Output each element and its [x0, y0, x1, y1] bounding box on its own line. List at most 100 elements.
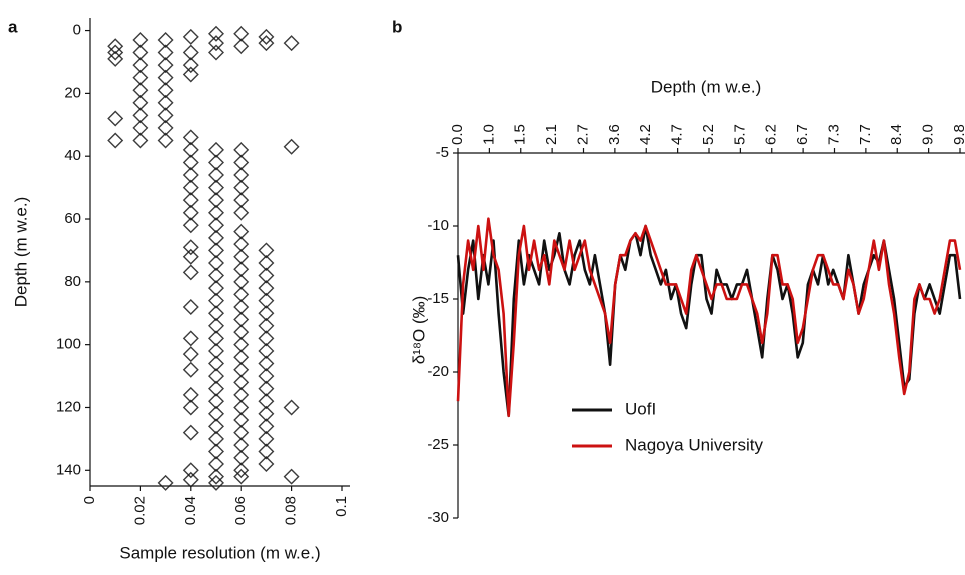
diamond-marker — [258, 418, 275, 435]
diamond-marker — [107, 38, 124, 55]
x-axis-title: Depth (m w.e.) — [651, 77, 762, 96]
diamond-marker — [233, 374, 250, 391]
diamond-marker — [233, 192, 250, 209]
diamond-marker — [208, 280, 224, 297]
diamond-marker — [182, 361, 199, 378]
diamond-marker — [258, 443, 275, 460]
diamond-marker — [258, 280, 275, 297]
diamond-marker — [208, 217, 224, 234]
diamond-marker — [157, 94, 174, 111]
diamond-marker — [233, 273, 250, 290]
diamond-marker — [182, 217, 199, 234]
diamond-marker — [233, 25, 250, 42]
diamond-marker — [233, 324, 250, 341]
diamond-marker — [182, 471, 199, 488]
x-tick-label: 5.7 — [731, 124, 748, 145]
diamond-marker — [182, 462, 199, 479]
diamond-marker — [258, 267, 275, 284]
diamond-marker — [258, 35, 275, 52]
diamond-marker — [208, 474, 224, 491]
diamond-marker — [157, 132, 174, 149]
x-tick-label: 6.7 — [794, 124, 811, 145]
diamond-marker — [233, 298, 250, 315]
diamond-marker — [182, 154, 199, 171]
y-tick-label: 60 — [64, 210, 81, 227]
diamond-marker — [132, 31, 149, 48]
diamond-marker — [182, 298, 199, 315]
diamond-marker — [182, 28, 199, 45]
diamond-marker — [208, 179, 224, 196]
diamond-marker — [233, 179, 250, 196]
diamond-marker — [258, 368, 275, 385]
y-tick-label: 80 — [64, 273, 81, 290]
y-tick-label: 0 — [73, 22, 81, 39]
diamond-marker — [208, 342, 224, 359]
diamond-marker — [233, 248, 250, 265]
y-tick-label: 120 — [56, 398, 81, 415]
x-tick-label: 1.5 — [512, 124, 529, 145]
y-tick-label: 40 — [64, 147, 81, 164]
diamond-marker — [182, 386, 199, 403]
diamond-marker — [233, 167, 250, 184]
diamond-marker — [233, 236, 250, 253]
diamond-marker — [258, 330, 275, 347]
diamond-marker — [182, 129, 199, 146]
diamond-marker — [233, 223, 250, 240]
diamond-marker — [208, 292, 224, 309]
diamond-marker — [208, 154, 224, 171]
legend-label: UofI — [625, 399, 656, 418]
diamond-marker — [208, 35, 224, 52]
diamond-marker — [233, 204, 250, 221]
y-tick-label: -5 — [436, 144, 449, 161]
diamond-marker — [233, 154, 250, 171]
diamond-marker — [233, 386, 250, 403]
diamond-marker — [182, 424, 199, 441]
diamond-marker — [258, 355, 275, 372]
diamond-marker — [208, 393, 224, 410]
diamond-marker — [233, 38, 250, 55]
diamond-marker — [107, 110, 124, 127]
diamond-marker — [208, 25, 224, 42]
diamond-marker — [233, 336, 250, 353]
diamond-marker — [132, 69, 149, 86]
diamond-marker — [208, 443, 224, 460]
diamond-marker — [233, 462, 250, 479]
x-tick-label: 9.8 — [951, 124, 965, 145]
diamond-marker — [132, 57, 149, 74]
x-tick-label: 2.7 — [574, 124, 591, 145]
diamond-marker — [208, 167, 224, 184]
diamond-marker — [258, 342, 275, 359]
diamond-marker — [258, 292, 275, 309]
diamond-marker — [107, 50, 124, 67]
diamond-marker — [208, 141, 224, 158]
diamond-marker — [258, 405, 275, 422]
diamond-marker — [258, 28, 275, 45]
y-tick-label: 100 — [56, 336, 81, 353]
diamond-marker — [182, 167, 199, 184]
diamond-marker — [233, 311, 250, 328]
diamond-marker — [208, 405, 224, 422]
diamond-marker — [182, 57, 199, 74]
diamond-marker — [157, 107, 174, 124]
diamond-marker — [107, 44, 124, 61]
x-tick-label: 0.02 — [131, 496, 148, 525]
diamond-marker — [208, 418, 224, 435]
x-tick-label: 2.1 — [543, 124, 560, 145]
diamond-marker — [208, 192, 224, 209]
x-tick-label: 0.0 — [449, 124, 466, 145]
diamond-marker — [182, 179, 199, 196]
diamond-marker — [233, 449, 250, 466]
diamond-marker — [233, 424, 250, 441]
y-tick-label: -30 — [427, 509, 449, 526]
x-tick-label: 1.0 — [480, 124, 497, 145]
diamond-marker — [283, 468, 300, 485]
diamond-marker — [208, 430, 224, 447]
x-tick-label: 4.7 — [669, 124, 686, 145]
diamond-marker — [258, 255, 275, 271]
diamond-marker — [182, 330, 199, 347]
y-tick-label: -15 — [427, 290, 449, 307]
diamond-marker — [283, 35, 300, 52]
diamond-marker — [208, 267, 224, 284]
diamond-marker — [233, 468, 250, 485]
